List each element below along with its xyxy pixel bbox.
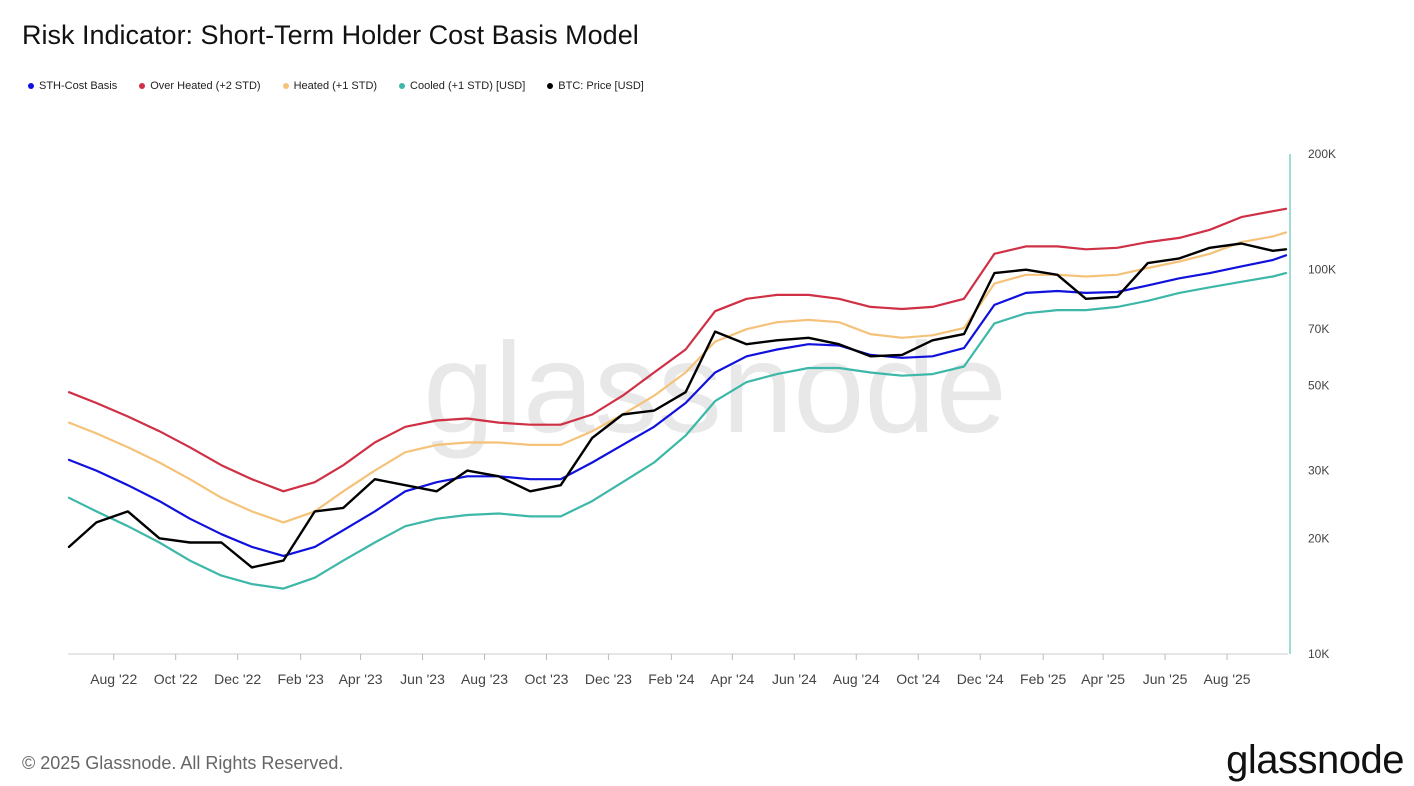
y-tick-label: 200K bbox=[1308, 147, 1336, 161]
series-layer bbox=[67, 207, 1288, 590]
x-tick-label: Apr '25 bbox=[1081, 671, 1125, 687]
legend-item[interactable]: STH-Cost Basis bbox=[28, 80, 117, 92]
series-line-cooled-1-std-usd bbox=[67, 272, 1288, 590]
x-tick-label: Aug '24 bbox=[833, 671, 880, 687]
watermark-text: glassnode bbox=[423, 317, 1007, 460]
copyright-text: © 2025 Glassnode. All Rights Reserved. bbox=[22, 753, 344, 773]
series-line-sth-cost-basis bbox=[67, 254, 1288, 558]
legend-label: Heated (+1 STD) bbox=[293, 80, 378, 92]
chart-title: Risk Indicator: Short-Term Holder Cost B… bbox=[22, 20, 639, 50]
x-tick-label: Dec '24 bbox=[957, 671, 1004, 687]
x-tick-label: Dec '22 bbox=[214, 671, 261, 687]
series-line-heated-1-std bbox=[67, 231, 1288, 524]
x-tick-label: Oct '22 bbox=[154, 671, 198, 687]
y-tick-label: 20K bbox=[1308, 531, 1329, 545]
y-tick-label: 100K bbox=[1308, 263, 1336, 277]
series-line-btc-price-usd bbox=[67, 242, 1288, 569]
legend-item[interactable]: BTC: Price [USD] bbox=[547, 80, 644, 92]
axes: Aug '22 Oct '22 Dec '22 Feb '23 Apr '23 Jun '… bbox=[68, 147, 1336, 687]
legend-item[interactable]: Heated (+1 STD) bbox=[282, 80, 378, 92]
x-tick-label: Oct '23 bbox=[524, 671, 568, 687]
x-tick-label: Jun '24 bbox=[772, 671, 817, 687]
x-tick-label: Apr '24 bbox=[710, 671, 754, 687]
legend: STH-Cost Basis Over Heated (+2 STD) Heated… bbox=[28, 80, 644, 92]
x-tick-label: Feb '25 bbox=[1020, 671, 1066, 687]
y-tick-label: 50K bbox=[1308, 378, 1329, 392]
legend-label: Over Heated (+2 STD) bbox=[150, 80, 261, 92]
legend-dot-icon bbox=[399, 83, 406, 89]
x-tick-label: Dec '23 bbox=[585, 671, 632, 687]
x-tick-label: Feb '24 bbox=[648, 671, 694, 687]
legend-dot-icon bbox=[282, 83, 289, 89]
x-tick-label: Jun '23 bbox=[400, 671, 445, 687]
legend-dot-icon bbox=[28, 83, 34, 89]
legend-item[interactable]: Over Heated (+2 STD) bbox=[139, 80, 261, 92]
legend-label: BTC: Price [USD] bbox=[558, 80, 644, 92]
legend-dot-icon bbox=[139, 83, 146, 89]
legend-item[interactable]: Cooled (+1 STD) [USD] bbox=[399, 80, 525, 92]
x-tick-label: Jun '25 bbox=[1143, 671, 1188, 687]
x-tick-label: Aug '23 bbox=[461, 671, 508, 687]
x-tick-label: Aug '25 bbox=[1204, 671, 1251, 687]
series-line-over-heated-2-std bbox=[67, 207, 1288, 493]
x-tick-label: Apr '23 bbox=[339, 671, 383, 687]
x-tick-label: Oct '24 bbox=[896, 671, 940, 687]
y-tick-label: 10K bbox=[1308, 647, 1329, 661]
y-tick-label: 30K bbox=[1308, 464, 1329, 478]
legend-label: Cooled (+1 STD) [USD] bbox=[410, 80, 526, 92]
legend-dot-icon bbox=[547, 83, 554, 89]
x-tick-label: Feb '23 bbox=[277, 671, 323, 687]
legend-label: STH-Cost Basis bbox=[39, 80, 118, 92]
glassnode-logo: glassnode bbox=[1226, 738, 1404, 782]
y-tick-label: 70K bbox=[1308, 322, 1329, 336]
x-tick-label: Aug '22 bbox=[90, 671, 137, 687]
